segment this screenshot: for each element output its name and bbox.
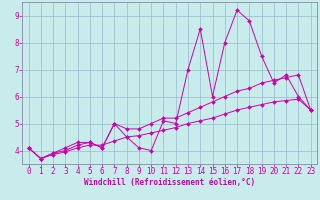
X-axis label: Windchill (Refroidissement éolien,°C): Windchill (Refroidissement éolien,°C) [84, 178, 255, 187]
